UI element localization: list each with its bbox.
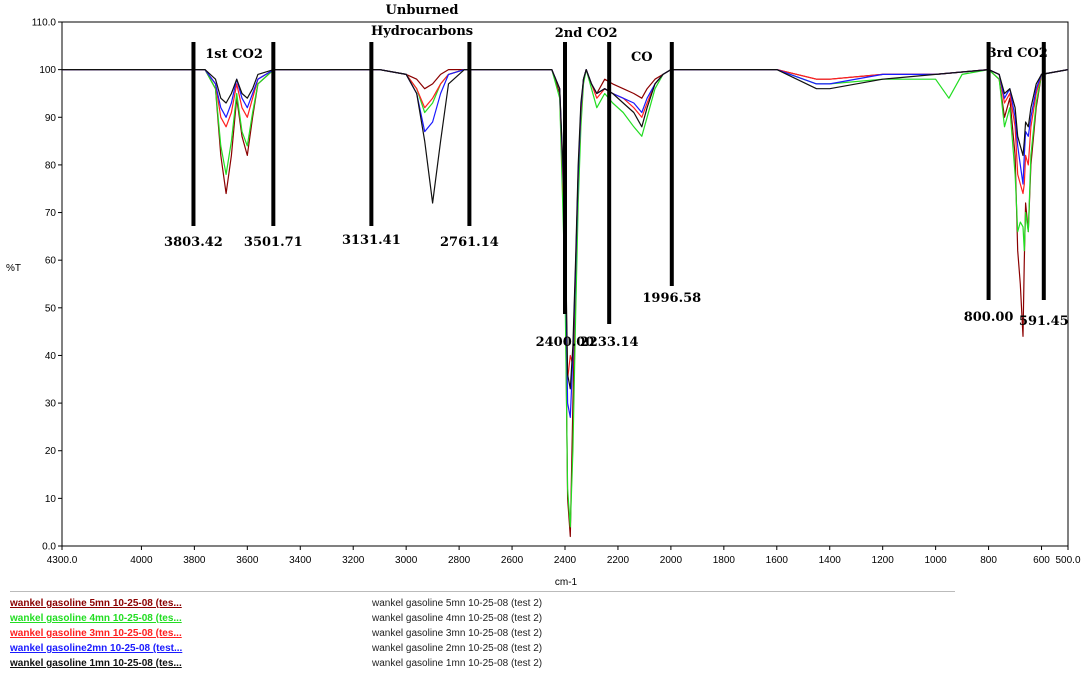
- series-line-5: [62, 68, 1069, 390]
- x-tick-label: 500.0: [1055, 555, 1080, 566]
- x-tick-label: 4300.0: [47, 555, 78, 566]
- x-tick-label: 2000: [660, 555, 683, 566]
- x-tick-label: 3200: [342, 555, 365, 566]
- x-tick-label: 2200: [607, 555, 630, 566]
- marker-layer: 3803.42 3501.71 3131.41 2761.14 2400.002233.…: [164, 42, 1069, 350]
- legend: wankel gasoline 5mn 10-25-08 (tes... wank…: [10, 596, 960, 671]
- legend-series-name[interactable]: wankel gasoline 3mn 10-25-08 (tes...: [10, 628, 182, 639]
- region-layer: 1st CO2 Unburned Hydrocarbons 2nd CO2 CO 3rd …: [205, 3, 1048, 65]
- x-tick-label: 3400: [289, 555, 312, 566]
- y-tick-label: 10: [45, 494, 57, 505]
- legend-series-description: wankel gasoline 1mn 10-25-08 (test 2): [372, 658, 543, 669]
- x-tick-label: 3800: [183, 555, 206, 566]
- y-tick-label: 90: [45, 113, 57, 124]
- legend-separator: [10, 591, 955, 592]
- x-tick-label: 600: [1033, 555, 1050, 566]
- region-label: CO: [631, 50, 653, 65]
- marker-label: 2761.14: [440, 235, 499, 250]
- marker-label: 3501.71: [244, 235, 303, 250]
- marker-label: 800.00: [964, 310, 1014, 325]
- series-layer: [62, 68, 1069, 538]
- marker-label: 3131.41: [342, 233, 401, 248]
- legend-entry[interactable]: wankel gasoline 3mn 10-25-08 (tes... wank…: [10, 626, 960, 641]
- legend-entry[interactable]: wankel gasoline 1mn 10-25-08 (tes... wank…: [10, 656, 960, 671]
- legend-entry[interactable]: wankel gasoline2mn 10-25-08 (test... wank…: [10, 641, 960, 656]
- region-label: 1st CO2: [205, 47, 263, 62]
- x-tick-label: 1000: [925, 555, 948, 566]
- axes: 110.0 100 90 80 70 60 50 40 30 20 10 0.0 4300.0 4000 3…: [32, 18, 1081, 567]
- region-label: 3rd CO2: [988, 46, 1048, 61]
- spectrum-chart: 110.0 100 90 80 70 60 50 40 30 20 10 0.0 4300.0 4000 3…: [6, 3, 1081, 588]
- y-tick-label: 100: [39, 65, 56, 76]
- legend-series-description: wankel gasoline 4mn 10-25-08 (test 2): [372, 613, 543, 624]
- x-tick-label: 2400: [554, 555, 577, 566]
- y-tick-label: 0.0: [42, 542, 56, 553]
- legend-series-name[interactable]: wankel gasoline 5mn 10-25-08 (tes...: [10, 598, 182, 609]
- region-label: Hydrocarbons: [371, 24, 473, 39]
- region-label: Unburned: [386, 3, 459, 18]
- legend-series-name[interactable]: wankel gasoline 1mn 10-25-08 (tes...: [10, 658, 182, 669]
- legend-entry[interactable]: wankel gasoline 5mn 10-25-08 (tes... wank…: [10, 596, 960, 611]
- y-tick-label: 50: [45, 303, 57, 314]
- marker-label: 2400.00: [536, 335, 595, 350]
- legend-series-name[interactable]: wankel gasoline2mn 10-25-08 (test...: [10, 643, 183, 654]
- x-tick-label: 4000: [130, 555, 153, 566]
- legend-series-description: wankel gasoline 3mn 10-25-08 (test 2): [372, 628, 543, 639]
- y-tick-label: 80: [45, 160, 57, 171]
- x-tick-label: 1200: [872, 555, 895, 566]
- marker-label: 3803.42: [164, 235, 223, 250]
- marker-label: 591.45: [1019, 314, 1069, 329]
- x-tick-label: 2800: [448, 555, 471, 566]
- y-tick-label: 30: [45, 399, 57, 410]
- marker-label: 1996.58: [642, 291, 701, 306]
- legend-series-name[interactable]: wankel gasoline 4mn 10-25-08 (tes...: [10, 613, 182, 624]
- x-tick-label: 1600: [766, 555, 789, 566]
- y-tick-label: 60: [45, 256, 57, 267]
- region-label: 2nd CO2: [555, 26, 618, 41]
- y-axis-label: %T: [6, 263, 21, 274]
- x-tick-label: 3000: [395, 555, 418, 566]
- legend-series-description: wankel gasoline 2mn 10-25-08 (test 2): [372, 643, 543, 654]
- x-axis-label: cm-1: [555, 577, 578, 588]
- y-tick-label: 20: [45, 446, 57, 457]
- y-tick-label: 70: [45, 208, 57, 219]
- legend-series-description: wankel gasoline 5mn 10-25-08 (test 2): [372, 598, 543, 609]
- x-tick-label: 3600: [236, 555, 259, 566]
- y-tick-label: 40: [45, 351, 57, 362]
- marker-label: 2233.14: [580, 335, 639, 350]
- y-tick-label: 110.0: [32, 18, 57, 29]
- x-tick-label: 800: [980, 555, 997, 566]
- x-tick-label: 1400: [819, 555, 842, 566]
- legend-entry[interactable]: wankel gasoline 4mn 10-25-08 (tes... wank…: [10, 611, 960, 626]
- series-line-2: [62, 68, 1069, 528]
- x-tick-label: 1800: [713, 555, 736, 566]
- x-tick-label: 2600: [501, 555, 524, 566]
